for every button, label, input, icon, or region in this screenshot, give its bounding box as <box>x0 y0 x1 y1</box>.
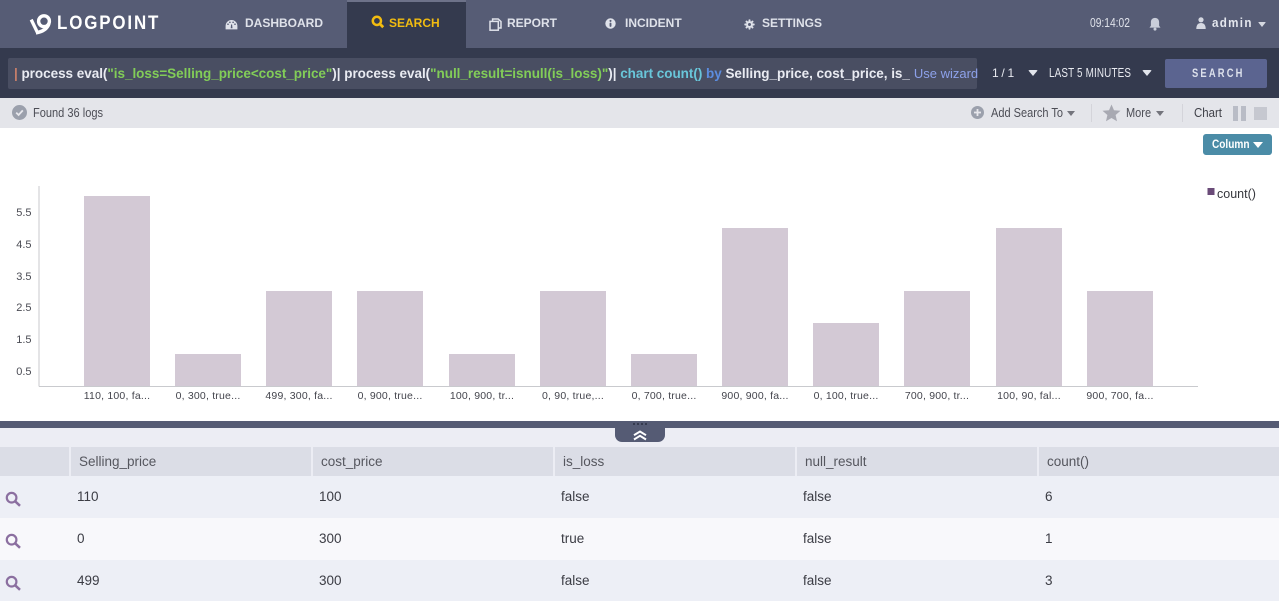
svg-text:0, 90, true,...: 0, 90, true,... <box>542 390 604 402</box>
svg-text:499, 300, fa...: 499, 300, fa... <box>265 390 332 402</box>
svg-text:100, 900, tr...: 100, 900, tr... <box>450 390 514 402</box>
svg-text:110, 100, fa...: 110, 100, fa... <box>84 390 150 402</box>
svg-text:5.5: 5.5 <box>16 207 31 219</box>
svg-text:count(): count() <box>1217 187 1256 201</box>
svg-text:0, 700, true...: 0, 700, true... <box>632 390 697 402</box>
svg-text:4.5: 4.5 <box>16 239 31 251</box>
svg-text:1.5: 1.5 <box>16 334 31 346</box>
svg-text:2.5: 2.5 <box>16 302 31 314</box>
svg-text:0.5: 0.5 <box>16 366 31 378</box>
svg-text:0, 900, true...: 0, 900, true... <box>358 390 423 402</box>
svg-text:0, 100, true...: 0, 100, true... <box>814 390 879 402</box>
svg-text:900, 900, fa...: 900, 900, fa... <box>721 390 788 402</box>
svg-text:900, 700, fa...: 900, 700, fa... <box>1086 390 1153 402</box>
svg-text:0, 300, true...: 0, 300, true... <box>176 390 241 402</box>
svg-text:3.5: 3.5 <box>16 271 31 283</box>
svg-text:700, 900, tr...: 700, 900, tr... <box>905 390 969 402</box>
svg-text:100, 90, fal...: 100, 90, fal... <box>997 390 1061 402</box>
